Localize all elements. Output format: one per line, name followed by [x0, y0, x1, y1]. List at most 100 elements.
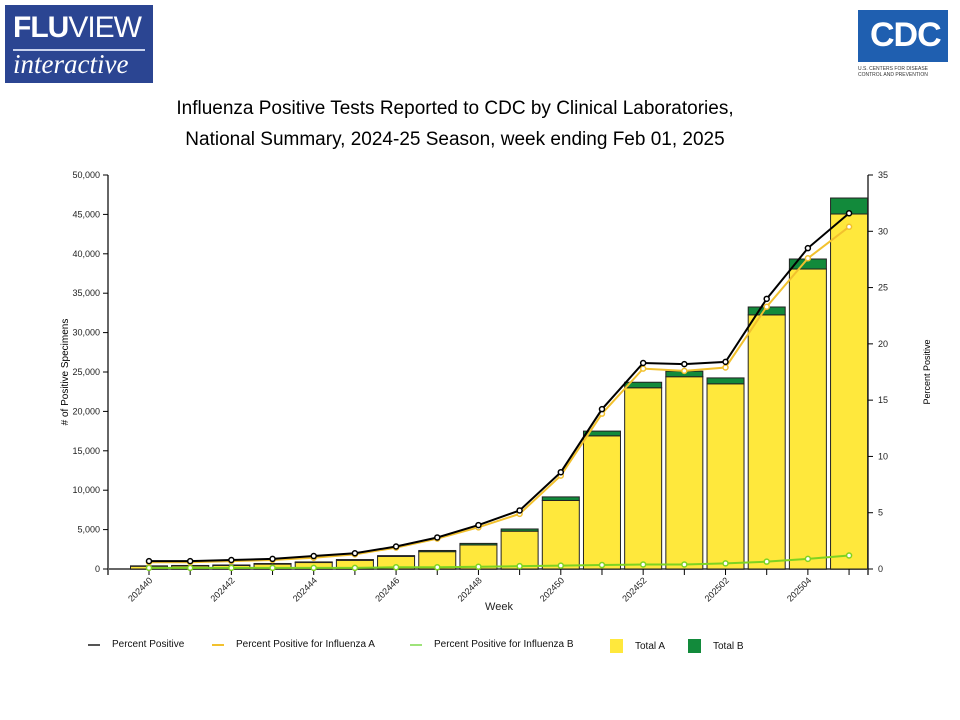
line-percent-positive-b-point [351, 564, 359, 572]
legend-label: Total B [713, 640, 744, 652]
legend-label: Percent Positive for Influenza A [236, 639, 375, 650]
line-percent-positive-a-point [639, 365, 647, 372]
y2-tick-label: 35 [878, 170, 888, 180]
y2-tick-label: 15 [878, 395, 888, 405]
line-percent-positive-point [310, 552, 317, 560]
bar-total-b [335, 559, 374, 561]
x-tick-label: 202452 [620, 575, 648, 603]
line-percent-positive-point [639, 359, 647, 367]
y2-tick-label: 5 [878, 508, 883, 518]
y-axis-label: # of Positive Specimens [60, 319, 71, 426]
y2-tick-label: 30 [878, 226, 888, 236]
line-percent-positive-b-point [434, 564, 441, 571]
line-percent-positive-point [434, 534, 441, 541]
legend-item[interactable]: Percent Positive [88, 639, 184, 650]
line-percent-positive-point [598, 405, 606, 413]
line-percent-positive-b-point [845, 552, 853, 559]
y2-tick-label: 25 [878, 283, 888, 293]
bar-total-b [253, 562, 292, 565]
y-tick-label: 10,000 [72, 485, 100, 495]
legend-swatch [410, 643, 422, 646]
legend-item[interactable]: Percent Positive for Influenza B [410, 639, 574, 650]
legend-swatch [212, 643, 224, 646]
y-tick-label: 0 [95, 564, 100, 574]
cdc-logo: CDC U.S. CENTERS FOR DISEASE CONTROL AND… [858, 10, 950, 82]
line-percent-positive-point [557, 468, 565, 476]
y-tick-label: 25,000 [72, 367, 100, 377]
line-percent-positive-point [351, 549, 359, 557]
bar-total-b [418, 549, 457, 553]
bar-total-b [706, 377, 745, 385]
legend-label: Total A [635, 640, 666, 652]
bar-total-b [541, 496, 580, 501]
line-percent-positive-a-point [681, 367, 688, 375]
line-percent-positive-point [392, 543, 400, 550]
y-tick-label: 50,000 [72, 170, 100, 180]
bar-total-a [747, 314, 786, 570]
x-tick-label: 202504 [785, 575, 813, 603]
y-tick-label: 20,000 [72, 406, 100, 416]
y-tick-label: 40,000 [72, 249, 100, 259]
legend-label: Percent Positive for Influenza B [434, 639, 574, 650]
line-percent-positive-b-point [681, 561, 688, 568]
line-percent-positive-a-point [845, 223, 853, 231]
legend-item[interactable]: Total B [688, 639, 744, 653]
bar-total-b [377, 555, 416, 557]
y-tick-label: 45,000 [72, 209, 100, 219]
line-percent-positive-point [269, 555, 276, 563]
line-percent-positive-a-point [804, 255, 812, 262]
y-tick-label: 15,000 [72, 446, 100, 456]
legend-item[interactable]: Total A [610, 639, 665, 653]
y2-tick-label: 20 [878, 339, 888, 349]
fluview-logo: FLUVIEW interactive [5, 5, 153, 83]
line-percent-positive-b-point [145, 564, 153, 572]
bar-total-a [624, 387, 663, 570]
line-percent-positive-a-point [722, 364, 729, 371]
line-percent-positive-point [228, 556, 235, 564]
line-percent-positive-b-point [763, 558, 770, 565]
logo-text: FLU [13, 11, 69, 44]
x-axis-label: Week [485, 601, 513, 613]
line-percent-positive-point [681, 360, 688, 368]
legend-label: Percent Positive [112, 639, 185, 650]
line-percent-positive-b-point [186, 564, 194, 572]
logo-text: VIEW [68, 11, 142, 44]
bar-total-a [788, 268, 827, 570]
line-percent-positive-a-point [763, 303, 770, 310]
x-tick-label: 202448 [456, 575, 484, 603]
y-tick-label: 5,000 [77, 525, 100, 535]
line-percent-positive-b-point [557, 562, 565, 569]
line-percent-positive-b-point [310, 564, 317, 572]
line-percent-positive-b-point [639, 561, 647, 568]
bar-total-a [541, 499, 580, 570]
logo-divider [13, 49, 145, 51]
bar-total-b [500, 528, 539, 532]
bar-total-b [459, 542, 498, 546]
line-percent-positive-b-point [516, 562, 523, 570]
legend-swatch [88, 643, 100, 646]
line-percent-positive-b-point [228, 564, 235, 572]
line-percent-positive-b-point [475, 563, 482, 570]
line-percent-positive-point [845, 210, 853, 217]
cdc-mark: CDC [870, 16, 942, 54]
x-tick-label: 202502 [703, 575, 731, 603]
legend-swatch [610, 639, 623, 653]
legend-item[interactable]: Percent Positive for Influenza A [212, 639, 375, 650]
y-tick-label: 35,000 [72, 288, 100, 298]
line-percent-positive-b-point [722, 560, 729, 567]
legend-swatch [688, 639, 701, 653]
bar-total-a [706, 383, 745, 570]
y2-tick-label: 10 [878, 451, 888, 461]
line-percent-positive-point [722, 358, 729, 366]
x-tick-label: 202446 [373, 575, 401, 603]
line-percent-positive-point [186, 557, 194, 565]
y2-tick-label: 0 [878, 564, 883, 574]
line-percent-positive-b-point [804, 555, 812, 563]
bar-total-a [582, 435, 621, 570]
logo-subtext: interactive [13, 49, 129, 79]
line-percent-positive-b-point [392, 564, 400, 571]
line-percent-positive-point [763, 295, 770, 303]
x-tick-label: 202442 [208, 575, 236, 603]
bar-total-a [830, 213, 869, 570]
